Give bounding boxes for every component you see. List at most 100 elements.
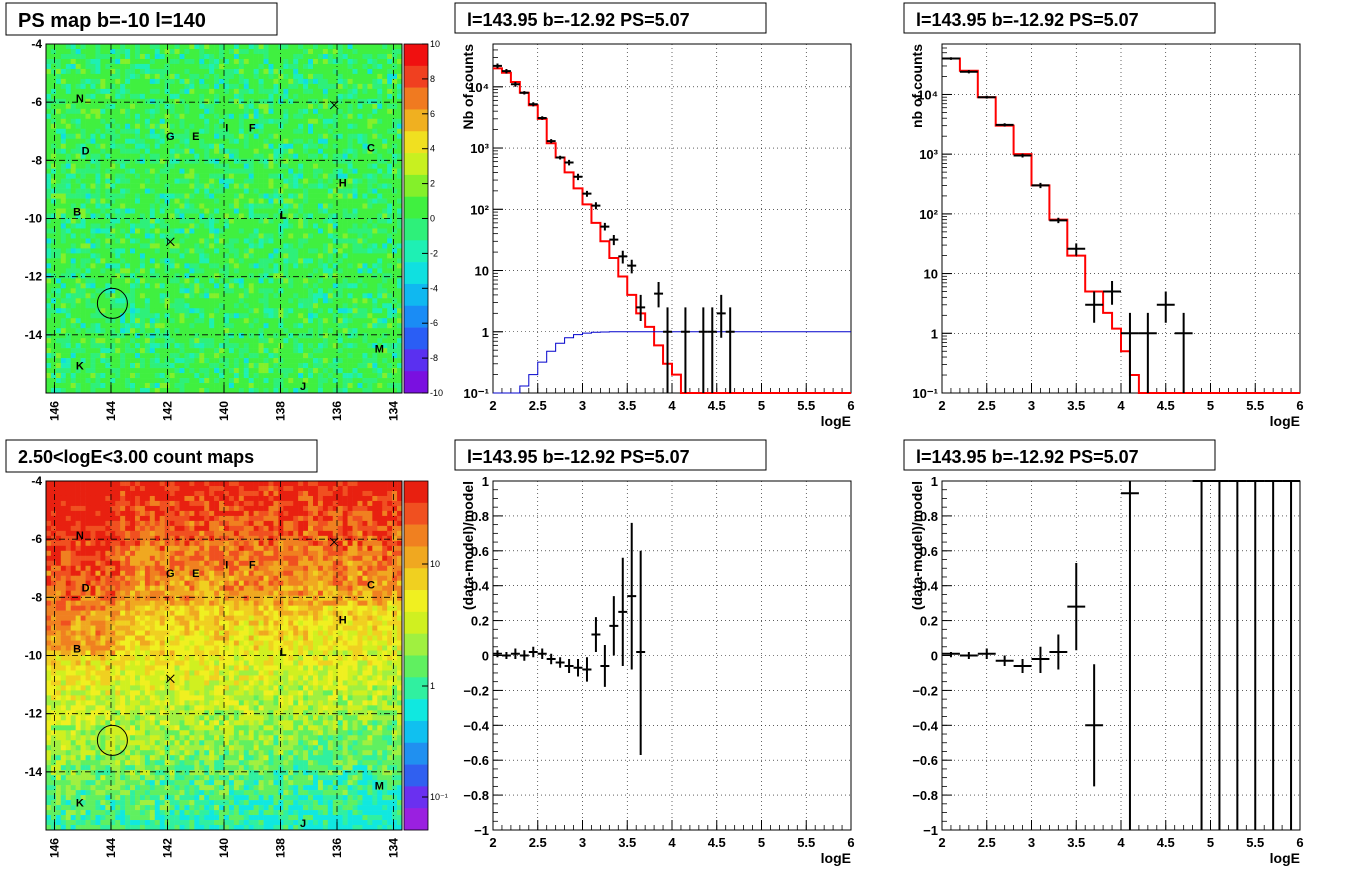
heatmap-cell — [233, 68, 240, 75]
heatmap-cell — [139, 268, 146, 274]
heatmap-cell — [303, 333, 309, 339]
heatmap-cell — [90, 253, 96, 259]
heatmap-cell — [382, 283, 388, 289]
heatmap-cell — [115, 183, 121, 189]
heatmap-cell — [238, 323, 245, 329]
heatmap-cell — [144, 298, 151, 304]
heatmap-cell — [248, 288, 254, 294]
heatmap-cell — [367, 148, 373, 154]
heatmap-cell — [144, 73, 151, 80]
heatmap-cell — [327, 253, 334, 259]
heatmap-cell — [268, 373, 274, 379]
heatmap-cell — [372, 153, 378, 159]
heatmap-cell — [248, 228, 254, 234]
heatmap-cell — [214, 203, 220, 209]
heatmap-cell — [100, 113, 106, 120]
heatmap-cell — [194, 383, 200, 389]
heatmap-cell — [184, 373, 190, 379]
heatmap-cell — [144, 368, 151, 374]
heatmap-cell — [258, 258, 264, 264]
heatmap-cell — [317, 233, 324, 239]
heatmap-cell — [70, 178, 76, 184]
heatmap-cell — [209, 298, 215, 304]
heatmap-cell — [65, 123, 72, 130]
heatmap-cell — [293, 223, 299, 229]
heatmap-cell — [243, 223, 250, 229]
heatmap-cell — [332, 353, 339, 359]
heatmap-cell — [352, 283, 358, 289]
heatmap-cell — [387, 273, 393, 279]
heatmap-cell — [144, 203, 151, 209]
heatmap-cell — [130, 343, 136, 349]
heatmap-cell — [95, 133, 101, 140]
heatmap-cell — [258, 48, 264, 55]
heatmap-cell — [367, 53, 373, 60]
heatmap-cell — [258, 298, 264, 304]
heatmap-cell — [228, 283, 235, 289]
heatmap-cell — [377, 193, 383, 199]
heatmap-cell — [115, 173, 121, 179]
heatmap-cell — [288, 358, 294, 364]
heatmap-cell — [248, 113, 254, 120]
heatmap-cell — [362, 58, 368, 65]
heatmap-cell — [125, 238, 131, 244]
heatmap-cell — [263, 98, 269, 105]
heatmap-cell — [179, 363, 185, 369]
heatmap-cell — [115, 48, 121, 55]
heatmap-cell — [268, 308, 274, 314]
heatmap-cell — [322, 348, 329, 354]
heatmap-cell — [115, 44, 121, 50]
heatmap-cell — [149, 238, 156, 244]
heatmap-cell — [154, 253, 161, 259]
heatmap-cell — [70, 203, 76, 209]
heatmap-cell — [233, 303, 240, 309]
heatmap-cell — [268, 303, 274, 309]
heatmap-cell — [327, 273, 334, 279]
heatmap-cell — [179, 158, 185, 164]
heatmap-cell — [273, 63, 279, 70]
heatmap-cell — [347, 268, 353, 274]
heatmap-cell — [352, 63, 358, 70]
heatmap-cell — [139, 148, 146, 154]
heatmap-cell — [70, 153, 76, 159]
heatmap-cell — [243, 193, 250, 199]
heatmap-cell — [159, 223, 165, 229]
heatmap-cell — [278, 243, 284, 249]
heatmap-cell — [258, 353, 264, 359]
heatmap-cell — [219, 153, 225, 159]
heatmap-cell — [278, 48, 284, 55]
heatmap-cell — [322, 368, 329, 374]
heatmap-cell — [174, 83, 180, 90]
heatmap-cell — [253, 203, 259, 209]
heatmap-cell — [70, 263, 76, 269]
heatmap-cell — [189, 248, 195, 254]
heatmap-cell — [382, 103, 388, 110]
heatmap-cell — [139, 278, 146, 284]
heatmap-cell — [194, 113, 200, 120]
heatmap-cell — [214, 168, 220, 174]
heatmap-cell — [179, 268, 185, 274]
heatmap-cell — [120, 388, 126, 394]
heatmap-cell — [233, 198, 240, 204]
heatmap-cell — [219, 333, 225, 339]
heatmap-cell — [110, 103, 116, 110]
heatmap-cell — [70, 293, 76, 299]
heatmap-cell — [50, 198, 57, 204]
heatmap-cell — [293, 73, 299, 80]
heatmap-cell — [154, 48, 161, 55]
heatmap-cell — [278, 218, 284, 224]
heatmap-cell — [204, 83, 210, 90]
heatmap-cell — [50, 278, 57, 284]
heatmap-cell — [273, 318, 279, 324]
heatmap-cell — [199, 363, 205, 369]
heatmap-cell — [268, 273, 274, 279]
heatmap-cell — [214, 253, 220, 259]
heatmap-cell — [352, 113, 358, 120]
heatmap-cell — [80, 248, 86, 254]
heatmap-cell — [377, 228, 383, 234]
heatmap-cell — [110, 88, 116, 95]
heatmap-cell — [317, 183, 324, 189]
heatmap-cell — [214, 163, 220, 169]
heatmap-cell — [293, 378, 299, 384]
heatmap-cell — [184, 278, 190, 284]
